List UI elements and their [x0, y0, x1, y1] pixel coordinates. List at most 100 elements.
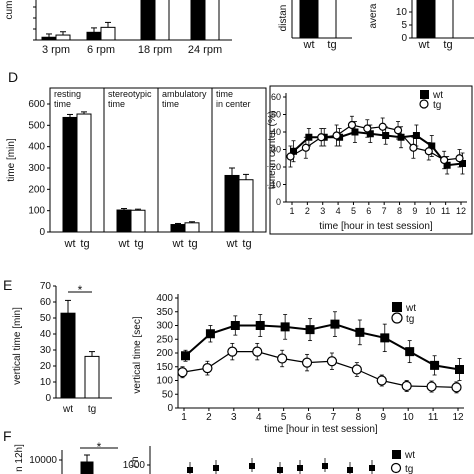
d-line-marker-tg: [363, 124, 372, 133]
d-line-x-label: time [hour in test session]: [319, 221, 433, 232]
e-bar-tick-label: 60: [40, 297, 52, 308]
d-line-tick-label: 1: [289, 206, 294, 216]
d-line-marker-tg: [332, 131, 341, 140]
d-line-tick-label: 12: [456, 206, 466, 216]
f-bar-tick-label: 10000: [29, 455, 57, 466]
f-line-legend-wt-marker: [392, 450, 401, 459]
e-line-tick-label: 1: [181, 412, 187, 423]
e-bar-tick-label: 0: [45, 393, 51, 404]
d-tick-label: tg: [242, 238, 251, 250]
distan-y-label: distan: [278, 5, 289, 32]
e-line-tick-label: 100: [156, 376, 173, 387]
f-line-marker-wt: [322, 463, 328, 469]
d-line-tick-label: 4: [336, 206, 341, 216]
cum-tick-label: 24 rpm: [188, 44, 222, 56]
e-line-marker-wt: [181, 351, 190, 361]
e-line-line-wt: [184, 323, 460, 371]
e-line-tick-label: 2: [206, 412, 212, 423]
cum-tick-label: 6 rpm: [87, 44, 115, 56]
d-group-label: time: [54, 99, 71, 109]
e-line-tick-label: 11: [428, 412, 439, 423]
e-bar-y-label: vertical time [min]: [12, 307, 23, 385]
d-tick-label: 0: [39, 227, 45, 238]
d-line-marker-wt: [459, 160, 466, 167]
d-tick-label: wt: [64, 238, 76, 250]
e-line-tick-label: 3: [231, 412, 237, 423]
cum-y-label: cum: [4, 1, 15, 20]
d-line-marker-wt: [382, 132, 390, 139]
d-tick-label: tg: [80, 238, 89, 250]
d-line-marker-wt: [290, 147, 297, 155]
e-line-marker-tg: [202, 363, 213, 374]
e-line-marker-tg: [177, 367, 188, 378]
e-bar-tick-label: 30: [40, 345, 52, 356]
distan-bar-wt: [299, 0, 319, 39]
d-tick-label: 100: [28, 206, 45, 217]
panel-label-F: F: [3, 428, 12, 444]
e-bar-tick-label: 20: [40, 361, 52, 372]
d-line-marker-wt: [443, 161, 451, 169]
d-line-tick-label: 7: [382, 206, 387, 216]
e-line-line-tg: [182, 351, 457, 388]
f-line-legend-tg: tg: [405, 464, 413, 474]
distan-bar-tg: [317, 0, 337, 39]
d-tick-label: 600: [28, 99, 45, 110]
e-line-marker-tg: [401, 380, 412, 392]
e-line-legend-wt: wt: [405, 303, 416, 314]
e-line-marker-wt: [305, 325, 315, 335]
d-tick-label: wt: [226, 238, 238, 250]
d-line-marker-tg: [409, 143, 418, 152]
d-tick-label: 300: [28, 163, 45, 174]
f-line-marker-wt: [297, 465, 303, 471]
d-line-marker-wt: [428, 142, 436, 150]
d-line-legend-wt-marker: [420, 90, 429, 99]
d-line-tick-label: 3: [320, 206, 325, 216]
d-line-marker-wt: [397, 133, 405, 141]
e-line-marker-wt: [430, 360, 440, 370]
e-line-marker-tg: [426, 381, 437, 392]
d-line-y-label: time in center (%): [267, 111, 278, 189]
d-bar-wt: [116, 209, 132, 233]
e-line-tick-label: 8: [356, 412, 362, 423]
f-line-marker-wt: [277, 467, 283, 473]
e-line-marker-tg: [351, 364, 362, 375]
d-group-label: time: [162, 99, 179, 109]
e-line-legend-tg: tg: [406, 314, 414, 325]
e-line-y-label: vertical time [sec]: [132, 316, 143, 393]
e-line-marker-wt: [280, 322, 290, 332]
d-bar-wt: [62, 116, 78, 233]
f-line-y-label: / h: [130, 456, 141, 467]
d-group-label: ambulatory: [162, 89, 207, 99]
e-bar-tick-label: wt: [62, 404, 73, 415]
e-line-legend-tg-marker: [391, 312, 403, 324]
d-line-marker-tg: [455, 154, 464, 163]
panel-label-D: D: [8, 69, 18, 85]
cum-tick-label: 3 rpm: [42, 44, 70, 56]
f-line-tick-label: 1000: [123, 460, 146, 471]
avera-tick-label: 0: [401, 33, 407, 44]
f-line-legend-wt: wt: [404, 450, 415, 461]
e-bar-tick-label: 50: [40, 313, 52, 324]
e-line-tick-label: 350: [156, 307, 173, 318]
d-line-tick-label: 0: [276, 197, 281, 207]
d-line-marker-tg: [424, 147, 433, 156]
distan-tick-label: tg: [327, 39, 336, 51]
e-line-tick-label: 9: [380, 412, 386, 423]
d-y-label: time [min]: [6, 138, 17, 182]
e-bar-tick-label: 40: [40, 329, 52, 340]
e-line-tick-label: 0: [167, 403, 173, 414]
d-line-marker-tg: [440, 155, 449, 165]
e-line-marker-wt: [455, 365, 464, 374]
e-line-legend-wt-marker: [392, 302, 402, 312]
d-line-tick-label: 2: [305, 206, 310, 216]
e-line-tick-label: 12: [452, 412, 464, 423]
e-line-marker-wt: [330, 319, 340, 329]
e-line-marker-wt: [255, 321, 265, 330]
e-line-marker-tg: [301, 357, 313, 368]
d-line-marker-wt: [366, 130, 374, 138]
d-bar-tg: [238, 179, 254, 233]
cum-bar-wt: [190, 0, 206, 41]
avera-tick-label: tg: [443, 39, 452, 51]
d-line-marker-wt: [412, 132, 420, 139]
